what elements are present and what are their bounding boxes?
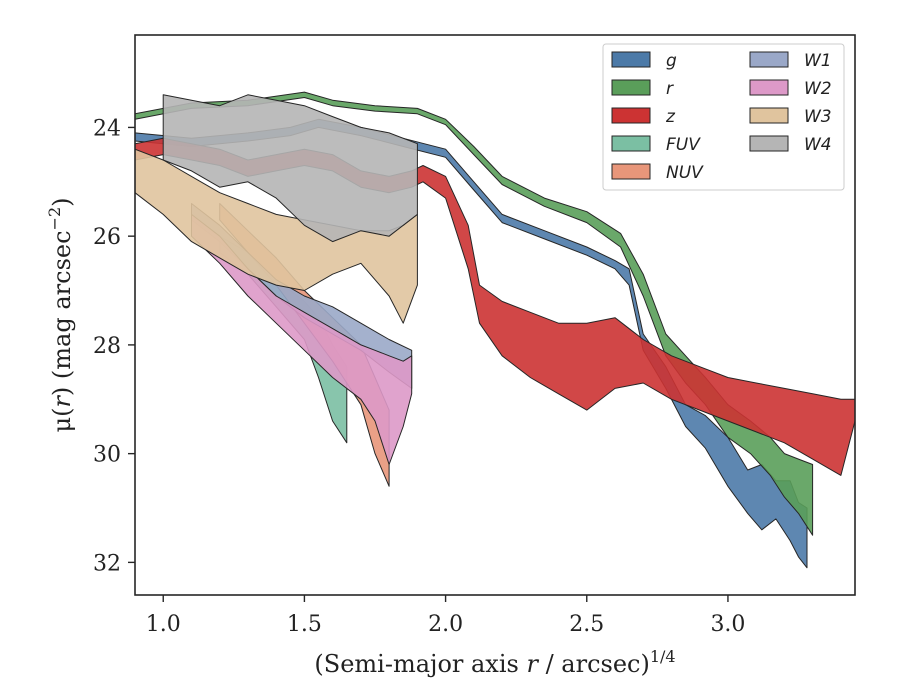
legend-label-r: r	[666, 79, 674, 99]
legend-label-w2: W2	[804, 79, 832, 99]
x-axis-label-var: r	[526, 650, 539, 678]
y-tick-label: 32	[93, 551, 121, 576]
x-axis-label-main: (Semi-major axis	[314, 650, 526, 678]
legend: grz FUV NUV W1 W2 W3 W4	[602, 43, 845, 191]
legend-label-z: z	[665, 107, 676, 127]
y-axis: 24 26 28 30 32	[93, 116, 135, 576]
y-tick-label: 28	[93, 334, 121, 359]
band-w2	[191, 213, 413, 465]
legend-swatch-w2	[749, 79, 789, 96]
legend-swatch-fuv	[611, 135, 651, 152]
band-w3	[135, 148, 418, 324]
x-tick-label: 1.5	[287, 612, 322, 637]
y-axis-label-main: μ(	[48, 408, 76, 433]
legend-label-fuv: FUV	[666, 135, 701, 155]
y-tick-label: 24	[93, 116, 121, 141]
y-axis-label: μ(r) (mag arcsec−2)	[45, 197, 76, 432]
x-axis-label-tail: / arcsec)	[538, 650, 650, 678]
band-w4	[162, 94, 418, 243]
x-axis: 1.0 1.5 2.0 2.5 3.0	[146, 595, 745, 637]
x-axis-label: (Semi-major axis r / arcsec)1/4	[314, 647, 675, 678]
band-g	[135, 118, 808, 569]
x-tick-label: 2.5	[569, 612, 604, 637]
legend-label-w1: W1	[804, 51, 832, 71]
legend-swatch-w1	[749, 51, 789, 68]
y-tick-label: 26	[93, 225, 121, 250]
legend-label-g: g	[666, 51, 677, 71]
legend-swatch-w3	[749, 107, 789, 124]
plot-frame	[134, 34, 856, 596]
y-axis-label-tail: ) (mag arcsec	[48, 230, 76, 396]
legend-label-nuv: NUV	[666, 163, 704, 183]
x-tick-label: 3.0	[710, 612, 745, 637]
legend-label-w4: W4	[804, 135, 832, 155]
y-axis-label-var: r	[48, 395, 76, 408]
y-tick-label: 30	[93, 443, 121, 468]
legend-swatch-nuv	[611, 163, 651, 180]
x-tick-label: 1.0	[146, 612, 181, 637]
y-axis-label-close: )	[48, 197, 76, 206]
y-axis-label-sup: −2	[45, 207, 64, 231]
band-r	[135, 91, 814, 536]
legend-swatch-g	[611, 51, 651, 68]
legend-label-w3: W3	[804, 107, 832, 127]
x-tick-label: 2.0	[428, 612, 463, 637]
legend-swatch-z	[611, 107, 651, 124]
legend-swatch-w4	[749, 135, 789, 152]
series-bands	[135, 91, 855, 569]
x-axis-label-sup: 1/4	[650, 647, 676, 666]
legend-swatch-r	[611, 79, 651, 96]
